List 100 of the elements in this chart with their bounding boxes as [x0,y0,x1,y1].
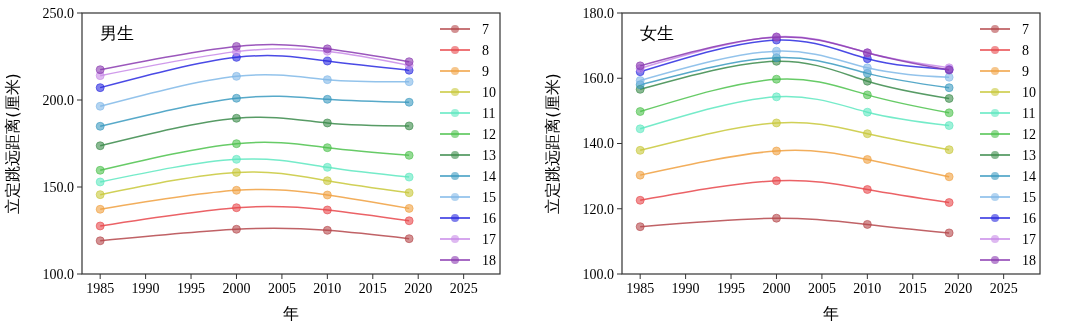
point [322,118,332,128]
point [95,204,105,214]
legend-label: 15 [482,189,496,205]
point [404,150,414,160]
x-axis-title: 年 [283,304,299,323]
point [322,162,332,172]
legend-label: 17 [1022,231,1036,247]
x-tick-label: 2025 [989,281,1018,296]
x-tick-label: 2010 [853,281,882,296]
y-tick-label: 250.0 [42,5,74,21]
x-tick-label: 1990 [671,281,700,296]
legend-label: 14 [482,168,496,184]
point [771,213,781,223]
x-tick-label: 1995 [177,281,206,296]
point [404,97,414,107]
x-tick-label: 2005 [807,281,836,296]
x-tick-label: 2010 [313,281,342,296]
x-tick-label: 1985 [86,281,115,296]
point [95,83,105,93]
x-tick-label: 2015 [898,281,927,296]
legend-label: 12 [1022,126,1036,142]
point [95,165,105,175]
point [862,185,872,194]
point [95,101,105,111]
legend-label: 10 [482,84,496,100]
point [231,185,241,195]
legend-label: 9 [482,63,489,79]
point [862,107,872,117]
y-tick-label: 200.0 [42,92,74,108]
point [322,225,332,235]
point [635,107,645,117]
x-tick-label: 1995 [717,281,746,296]
point [862,154,872,164]
point [404,172,414,182]
point [95,236,105,246]
point [322,176,332,186]
y-tick-label: 150.0 [42,179,74,195]
legend-label: 8 [1022,42,1029,58]
point [404,121,414,131]
y-tick-label: 140.0 [582,136,614,152]
point [944,83,954,93]
point [231,154,241,164]
legend-label: 7 [482,21,489,37]
point [231,113,241,123]
point [771,176,781,186]
y-axis-title: 立定跳远距离(厘米) [543,73,562,214]
legend-label: 9 [1022,63,1029,79]
legend-label: 16 [1022,210,1036,226]
point [635,222,645,232]
point [944,145,954,155]
point [231,224,241,234]
x-tick-label: 1985 [626,281,655,296]
point [404,188,414,198]
point [322,205,332,215]
point [862,76,872,86]
point [944,93,954,103]
y-tick-label: 100.0 [42,266,74,282]
point [231,139,241,149]
point [635,76,645,86]
text: 男生 [100,23,134,43]
point [771,46,781,56]
point [862,219,872,229]
legend-label: 14 [1022,168,1036,184]
point [404,203,414,213]
point [404,234,414,244]
point [95,177,105,187]
point [862,63,872,73]
legend-label: 13 [482,147,496,163]
point [635,170,645,180]
legend-label: 16 [482,210,496,226]
point [95,190,105,200]
point [322,190,332,200]
legend-label: 12 [482,126,496,142]
point [771,146,781,156]
point [944,121,954,131]
point [862,129,872,139]
legend-label: 15 [1022,189,1036,205]
legend-label: 8 [482,42,489,58]
point [231,71,241,81]
point [771,92,781,102]
point [95,141,105,151]
point [404,77,414,87]
point [322,143,332,153]
x-tick-label: 2000 [762,281,791,296]
point [231,93,241,103]
point [944,172,954,182]
legend-label: 18 [482,252,496,268]
point [95,65,105,75]
point [322,94,332,104]
x-tick-label: 1990 [131,281,160,296]
legend-label: 7 [1022,21,1029,37]
legend-label: 11 [482,105,496,121]
point [322,75,332,85]
point [771,118,781,128]
point [862,90,872,100]
x-tick-label: 2020 [404,281,433,296]
x-tick-label: 2015 [358,281,387,296]
y-tick-label: 120.0 [582,201,614,217]
point [95,221,105,231]
x-tick-label: 2005 [267,281,296,296]
